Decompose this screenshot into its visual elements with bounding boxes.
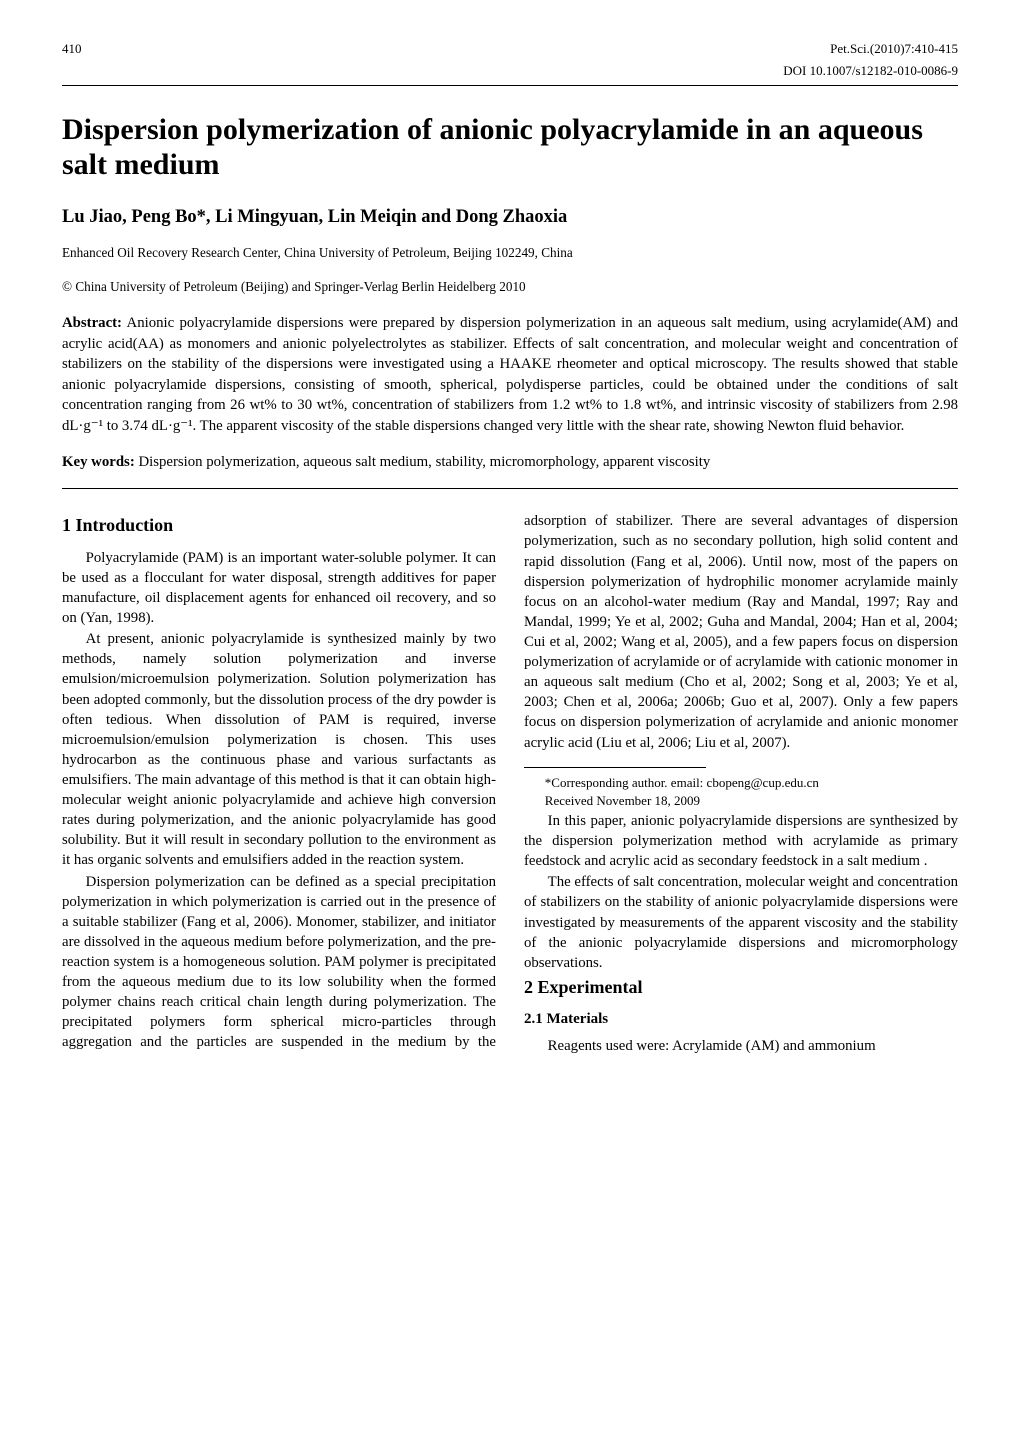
received-date-footnote: Received November 18, 2009: [524, 792, 958, 810]
page-number: 410: [62, 40, 82, 58]
footnote-rule: [524, 767, 706, 768]
running-header: 410 Pet.Sci.(2010)7:410-415: [62, 40, 958, 58]
section-heading-introduction: 1 Introduction: [62, 513, 496, 537]
keywords-text: Dispersion polymerization, aqueous salt …: [135, 454, 710, 470]
article-title: Dispersion polymerization of anionic pol…: [62, 112, 958, 183]
paragraph: Polyacrylamide (PAM) is an important wat…: [62, 548, 496, 628]
paragraph: At present, anionic polyacrylamide is sy…: [62, 629, 496, 870]
abstract-label: Abstract:: [62, 315, 122, 331]
paragraph: In this paper, anionic polyacrylamide di…: [524, 811, 958, 871]
abstract-block: Abstract: Anionic polyacrylamide dispers…: [62, 313, 958, 435]
journal-reference: Pet.Sci.(2010)7:410-415: [830, 40, 958, 58]
paragraph: The effects of salt concentration, molec…: [524, 872, 958, 973]
keywords-label: Key words:: [62, 454, 135, 470]
copyright-line: © China University of Petroleum (Beijing…: [62, 278, 958, 296]
section-heading-experimental: 2 Experimental: [524, 975, 958, 999]
body-columns: 1 Introduction Polyacrylamide (PAM) is a…: [62, 511, 958, 1056]
subsection-heading-materials: 2.1 Materials: [524, 1009, 958, 1029]
affiliation: Enhanced Oil Recovery Research Center, C…: [62, 244, 958, 262]
doi-line: DOI 10.1007/s12182-010-0086-9: [62, 62, 958, 80]
footnote-block: *Corresponding author. email: cbopeng@cu…: [524, 767, 958, 810]
header-rule: [62, 85, 958, 86]
corresponding-author-footnote: *Corresponding author. email: cbopeng@cu…: [524, 774, 958, 792]
author-list: Lu Jiao, Peng Bo*, Li Mingyuan, Lin Meiq…: [62, 205, 958, 230]
abstract-separator-rule: [62, 488, 958, 489]
keywords-block: Key words: Dispersion polymerization, aq…: [62, 452, 958, 472]
abstract-text: Anionic polyacrylamide dispersions were …: [62, 315, 958, 433]
paragraph: Reagents used were: Acrylamide (AM) and …: [524, 1036, 958, 1056]
